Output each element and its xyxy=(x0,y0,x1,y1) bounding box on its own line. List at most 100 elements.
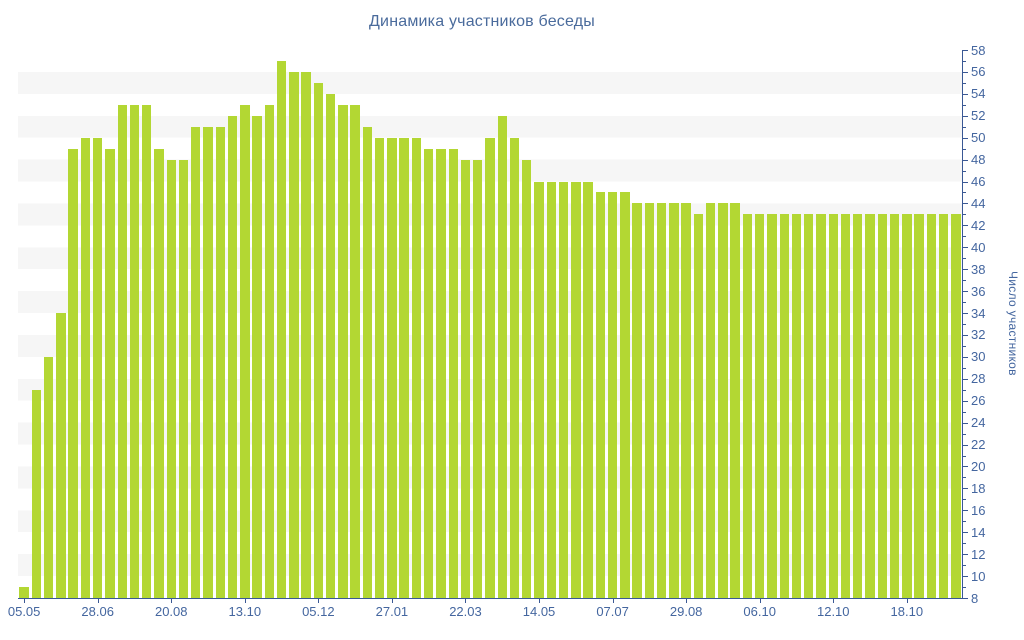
y-axis-tick-label: 48 xyxy=(971,152,986,168)
y-axis-major-tick xyxy=(963,159,968,161)
bar xyxy=(522,159,532,598)
y-axis-tick-label: 52 xyxy=(971,108,986,124)
x-axis-tick xyxy=(391,599,393,603)
y-axis-tick-label: 50 xyxy=(971,130,986,146)
bar xyxy=(325,93,336,598)
bar xyxy=(338,104,348,598)
x-axis-tick xyxy=(465,599,467,603)
y-axis-minor-tick xyxy=(963,148,966,150)
y-axis-minor-tick xyxy=(963,82,966,84)
y-axis-tick-label: 32 xyxy=(971,327,986,343)
bar xyxy=(289,71,299,598)
bar xyxy=(191,126,201,598)
y-axis-tick-label: 44 xyxy=(971,195,986,211)
y-axis-major-tick xyxy=(963,488,968,490)
y-axis-major-tick xyxy=(963,137,968,139)
y-axis-minor-tick xyxy=(963,258,966,260)
y-axis-major-tick xyxy=(963,356,968,358)
bar xyxy=(742,214,753,598)
y-axis-major-tick xyxy=(963,554,968,556)
bar xyxy=(252,115,262,598)
y-axis-major-tick xyxy=(963,203,968,205)
bar xyxy=(105,148,115,598)
bar xyxy=(313,82,324,598)
y-axis-minor-tick xyxy=(963,455,966,457)
x-axis-tick xyxy=(759,599,761,603)
x-axis-tick-label: 29.08 xyxy=(669,604,703,619)
y-axis-major-tick xyxy=(963,334,968,336)
bar xyxy=(951,214,961,598)
y-axis-major-tick xyxy=(963,181,968,183)
y-axis-minor-tick xyxy=(963,543,966,545)
bar xyxy=(877,214,887,598)
x-axis-tick xyxy=(906,599,908,603)
bar xyxy=(509,137,520,598)
y-axis-minor-tick xyxy=(963,477,966,479)
bar xyxy=(755,214,765,598)
y-axis-tick-label: 10 xyxy=(971,568,986,584)
y-axis-minor-tick xyxy=(963,324,966,325)
y-axis-tick-label: 30 xyxy=(971,349,986,365)
x-axis-tick-label: 22.03 xyxy=(449,604,482,619)
bar xyxy=(558,181,569,598)
bar xyxy=(362,126,373,598)
y-axis-tick-label: 8 xyxy=(971,590,979,606)
y-axis-tick-label: 42 xyxy=(971,217,986,233)
bar xyxy=(387,137,397,598)
bar xyxy=(301,71,311,598)
bar xyxy=(730,203,740,598)
bar xyxy=(926,214,937,598)
bar xyxy=(840,214,851,598)
y-axis-tick-label: 24 xyxy=(971,415,986,431)
bar xyxy=(240,104,250,598)
y-axis-tick-label: 14 xyxy=(971,524,986,540)
y-axis-major-tick xyxy=(963,71,968,73)
bar xyxy=(571,181,581,598)
x-axis-tick xyxy=(244,599,246,603)
y-axis-major-tick xyxy=(963,378,968,380)
y-axis-major-tick xyxy=(963,532,968,534)
y-axis-tick-label: 16 xyxy=(971,502,986,518)
bar xyxy=(350,104,360,598)
x-axis-tick-label: 05.12 xyxy=(302,604,335,619)
bar xyxy=(424,148,434,598)
bar xyxy=(117,104,127,598)
x-axis-tick xyxy=(539,599,541,603)
bar xyxy=(178,159,189,598)
bar xyxy=(276,60,287,598)
y-axis-major-tick xyxy=(963,400,968,402)
y-axis-tick-label: 46 xyxy=(971,174,986,190)
bar xyxy=(546,181,556,598)
y-axis-major-tick xyxy=(963,444,968,446)
bar xyxy=(56,313,66,598)
y-axis-major-tick xyxy=(963,291,968,293)
bar xyxy=(632,203,642,598)
y-axis-tick-label: 38 xyxy=(971,261,986,277)
x-axis-tick-label: 14.05 xyxy=(522,604,556,619)
y-axis-tick-label: 12 xyxy=(971,546,986,562)
bar xyxy=(31,389,42,598)
bar xyxy=(816,214,826,598)
y-axis-minor-tick xyxy=(963,499,966,501)
y-axis-minor-tick xyxy=(963,170,966,172)
bar xyxy=(227,115,238,598)
bar xyxy=(399,137,409,598)
bar xyxy=(203,126,213,598)
y-axis-minor-tick xyxy=(963,104,966,106)
bar xyxy=(607,192,618,598)
y-axis-major-tick xyxy=(963,50,968,51)
x-axis-tick-label: 12.10 xyxy=(816,604,850,619)
bar xyxy=(938,214,949,598)
y-axis-major-tick xyxy=(963,269,968,271)
bar xyxy=(436,148,446,598)
bar xyxy=(865,214,875,598)
bar xyxy=(718,203,728,598)
x-axis-tick xyxy=(686,599,688,603)
x-axis-tick-label: 07.07 xyxy=(596,604,629,619)
y-axis-major-tick xyxy=(963,598,968,599)
y-axis-minor-tick xyxy=(963,521,966,523)
x-axis-tick xyxy=(171,599,173,603)
y-axis-minor-tick xyxy=(963,236,966,238)
x-axis-tick-label: 05.05 xyxy=(7,604,41,619)
y-axis-minor-tick xyxy=(963,214,966,216)
